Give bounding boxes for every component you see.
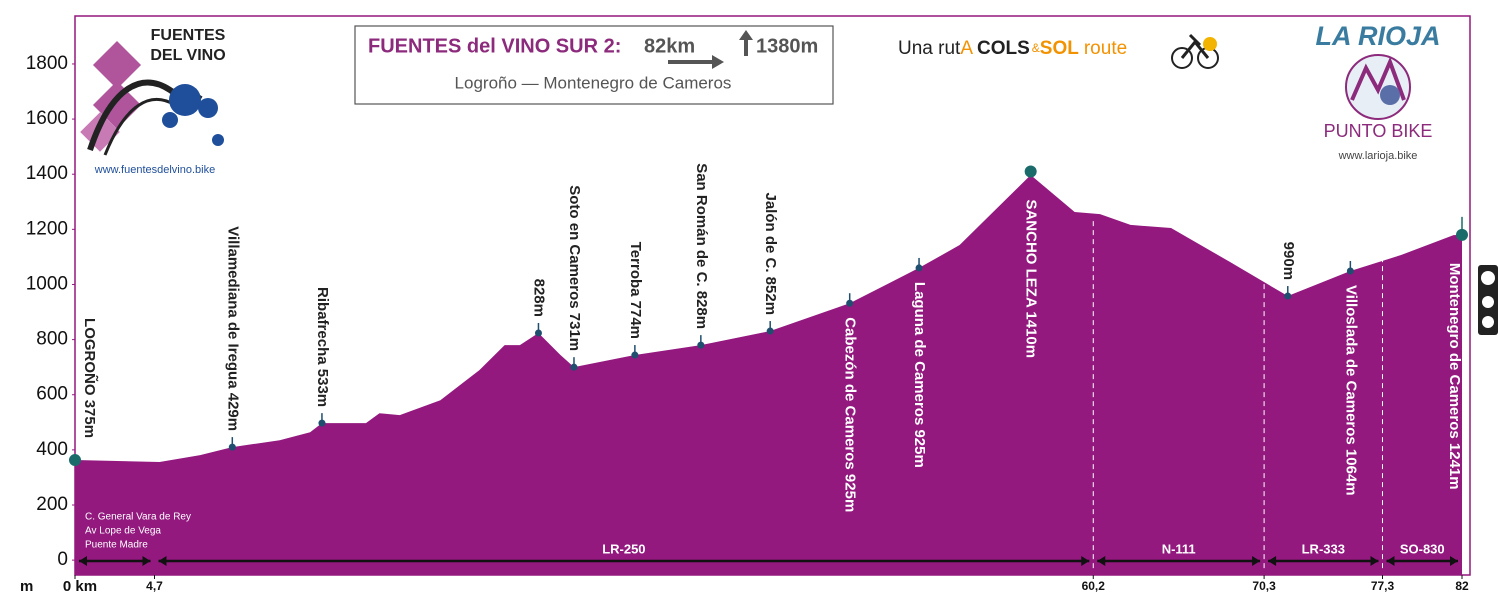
marker-label: Montenegro de Cameros 1241m bbox=[1446, 263, 1463, 490]
marker bbox=[69, 454, 81, 467]
profile-layer bbox=[75, 175, 1462, 576]
marker bbox=[1456, 228, 1468, 241]
y-tick-label: 1000 bbox=[26, 273, 68, 294]
marker-label: Villoslada de Cameros 1064m bbox=[1342, 285, 1359, 496]
region: LA RIOJA bbox=[1315, 21, 1440, 51]
marker bbox=[1284, 292, 1292, 300]
marker-label: San Román de C. 828m bbox=[693, 163, 710, 329]
x-tick-label: 60,2 bbox=[1082, 579, 1106, 593]
note: Av Lope de Vega bbox=[85, 526, 161, 537]
chart-subtitle: Logroño — Montenegro de Cameros bbox=[455, 73, 732, 92]
marker-label: Laguna de Cameros 925m bbox=[911, 282, 928, 468]
brand: Una rutA COLS &SOL route bbox=[898, 38, 1127, 59]
climb-icon bbox=[739, 30, 753, 56]
y-tick-label: 1800 bbox=[26, 53, 68, 74]
marker bbox=[631, 351, 639, 359]
cyclist-icon bbox=[1171, 33, 1219, 69]
road-label: SO-830 bbox=[1400, 541, 1445, 556]
logo-url: www.fuentesdelvino.bike bbox=[94, 164, 215, 176]
logo-url: www.larioja.bike bbox=[1338, 150, 1418, 162]
brand-part: A bbox=[960, 38, 973, 59]
marker bbox=[570, 363, 578, 371]
distance: 82km bbox=[644, 35, 695, 57]
marker bbox=[846, 299, 854, 307]
y-tick-label: 800 bbox=[36, 329, 68, 350]
overlay-layer: 0 200 400 600 800 1000 1200 1400 1600 1800 0 km 4,7… bbox=[26, 53, 1469, 595]
road-label: N-111 bbox=[1162, 541, 1196, 556]
right-logo-icon bbox=[1345, 54, 1411, 120]
marker-label: Cabezón de Cameros 925m bbox=[842, 317, 859, 512]
marker bbox=[697, 341, 705, 349]
x-tick-label: 70,3 bbox=[1252, 579, 1276, 593]
marker bbox=[228, 443, 236, 451]
marker-label: 990m bbox=[1280, 242, 1297, 280]
marker-label: Jalón de C. 852m bbox=[762, 192, 779, 315]
marker bbox=[766, 327, 774, 335]
x-tick-label: 82 bbox=[1455, 579, 1469, 593]
y-tick-label: 600 bbox=[36, 384, 68, 405]
brand-part: COLS bbox=[977, 38, 1030, 59]
marker-label: Ribafrecha 533m bbox=[314, 287, 331, 407]
logo-text: DEL VINO bbox=[150, 47, 225, 64]
marker bbox=[1346, 267, 1354, 275]
note: C. General Vara de Rey bbox=[85, 512, 191, 523]
y-tick-label: 1200 bbox=[26, 218, 68, 239]
y-tick-label: 0 bbox=[57, 549, 68, 570]
elevation-area bbox=[75, 175, 1462, 576]
marker-label: Soto en Cameros 731m bbox=[566, 185, 583, 351]
left-logo: FUENTES DEL VINO www.fuentesdelvino.bike bbox=[80, 27, 226, 176]
y-tick-label: 1400 bbox=[26, 163, 68, 184]
brand-part: & bbox=[1032, 41, 1040, 55]
marker-label: Villamediana de Iregua 429m bbox=[224, 226, 241, 431]
y-tick-label: 400 bbox=[36, 439, 68, 460]
arrow-head bbox=[1386, 556, 1458, 566]
y-tick-label: 1600 bbox=[26, 108, 68, 129]
arrow-head bbox=[79, 556, 151, 566]
marker-label: SANCHO LEZA 1410m bbox=[1023, 199, 1040, 358]
marker bbox=[318, 419, 326, 427]
logo-text: FUENTES bbox=[151, 27, 226, 44]
note: Puente Madre bbox=[85, 540, 148, 551]
road-label: LR-250 bbox=[602, 541, 645, 556]
arrow-icon bbox=[668, 55, 724, 69]
marker-label: Terroba 774m bbox=[627, 242, 644, 339]
title-box bbox=[354, 25, 834, 105]
road-label: LR-333 bbox=[1302, 541, 1345, 556]
marker bbox=[534, 329, 542, 337]
y-tick-label: 200 bbox=[36, 494, 68, 515]
marker bbox=[1024, 165, 1037, 178]
brand-name: PUNTO BIKE bbox=[1324, 121, 1433, 141]
marker-label: 828m bbox=[530, 279, 547, 317]
x-tick-label: 4,7 bbox=[146, 579, 163, 593]
brand-part: route bbox=[1084, 38, 1127, 59]
chart-title: FUENTES del VINO SUR 2: bbox=[368, 35, 621, 57]
brand-part: SOL bbox=[1040, 38, 1079, 59]
x-tick-label: 77,3 bbox=[1371, 579, 1395, 593]
brand-part: Una rut bbox=[898, 38, 961, 59]
marker-label: LOGROÑO 375m bbox=[81, 318, 99, 438]
license-icons bbox=[1478, 265, 1498, 335]
marker bbox=[915, 264, 923, 272]
y-unit: m bbox=[20, 578, 33, 595]
x-tick-label: 0 km bbox=[63, 578, 97, 595]
ascent: 1380m bbox=[756, 35, 818, 57]
